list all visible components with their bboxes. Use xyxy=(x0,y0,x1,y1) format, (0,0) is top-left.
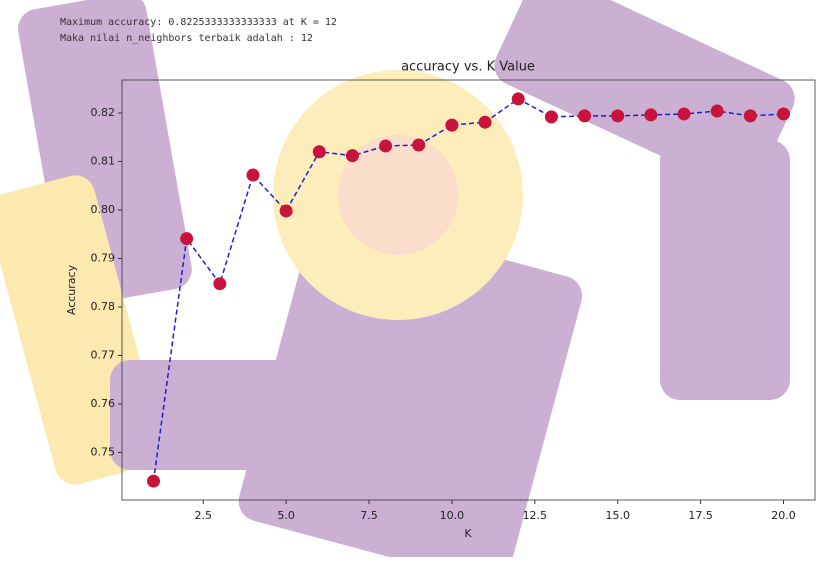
output-line: Maximum accuracy: 0.8225333333333333 at … xyxy=(60,17,337,28)
y-tick-label: 0.81 xyxy=(91,154,116,167)
data-point xyxy=(678,107,691,120)
chart-title: accuracy vs. K Value xyxy=(401,60,535,75)
data-point xyxy=(379,139,392,152)
y-tick-label: 0.76 xyxy=(91,397,116,410)
data-point xyxy=(512,92,525,105)
x-tick-label: 17.5 xyxy=(688,509,713,522)
data-point xyxy=(578,109,591,122)
data-point xyxy=(346,149,359,162)
x-tick-label: 2.5 xyxy=(194,509,212,522)
data-point xyxy=(246,169,259,182)
x-tick-label: 5.0 xyxy=(277,509,295,522)
data-point xyxy=(213,277,226,290)
data-point xyxy=(445,119,458,132)
y-tick-label: 0.78 xyxy=(91,300,116,313)
data-point xyxy=(412,138,425,151)
data-point xyxy=(777,107,790,120)
y-tick-label: 0.75 xyxy=(91,445,116,458)
background-decoration xyxy=(0,0,801,557)
data-point xyxy=(644,108,657,121)
chart: Maximum accuracy: 0.8225333333333333 at … xyxy=(0,0,822,557)
data-point xyxy=(280,204,293,217)
x-axis-label: K xyxy=(464,527,472,540)
x-tick-label: 12.5 xyxy=(523,509,548,522)
data-point xyxy=(744,109,757,122)
x-tick-label: 10.0 xyxy=(440,509,465,522)
x-tick-label: 20.0 xyxy=(771,509,796,522)
y-tick-label: 0.80 xyxy=(91,203,116,216)
x-tick-label: 7.5 xyxy=(360,509,378,522)
output-line: Maka nilai n_neighbors terbaik adalah : … xyxy=(60,33,313,44)
data-point xyxy=(180,232,193,245)
data-point xyxy=(479,116,492,129)
y-axis-label: Accuracy xyxy=(65,264,78,315)
data-point xyxy=(711,105,724,118)
data-point xyxy=(611,109,624,122)
data-point xyxy=(147,475,160,488)
y-tick-label: 0.82 xyxy=(91,106,116,119)
x-tick-label: 15.0 xyxy=(605,509,630,522)
y-tick-label: 0.77 xyxy=(91,348,116,361)
data-point xyxy=(313,145,326,158)
data-point xyxy=(545,110,558,123)
y-tick-label: 0.79 xyxy=(91,251,116,264)
